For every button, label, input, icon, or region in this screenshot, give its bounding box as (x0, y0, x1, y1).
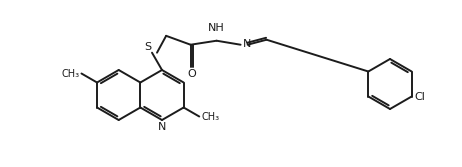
Text: O: O (187, 69, 196, 79)
Text: NH: NH (208, 23, 225, 33)
Text: S: S (144, 42, 151, 52)
Text: N: N (158, 122, 166, 131)
Text: CH₃: CH₃ (201, 112, 219, 122)
Text: Cl: Cl (415, 92, 426, 102)
Text: N: N (243, 39, 251, 49)
Text: CH₃: CH₃ (61, 68, 79, 78)
